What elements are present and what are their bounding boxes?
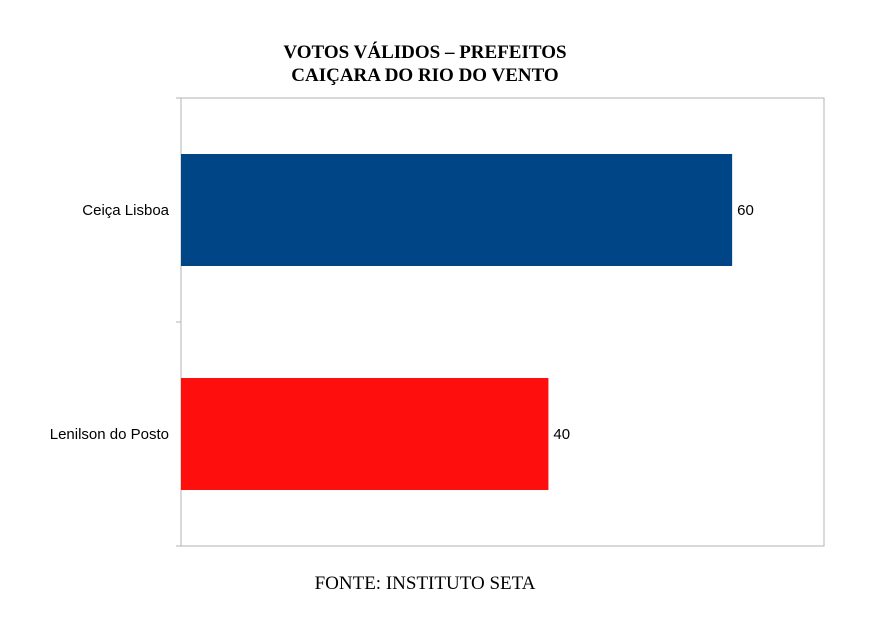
data-label: 60 — [737, 202, 754, 219]
source-note: FONTE: INSTITUTO SETA — [315, 573, 536, 594]
category-label: Ceiça Lisboa — [82, 202, 169, 219]
bar-1 — [181, 154, 733, 266]
category-labels: Ceiça Lisboa Lenilson do Posto — [50, 202, 170, 443]
category-label: Lenilson do Posto — [50, 426, 169, 443]
value-labels: 60 40 — [553, 202, 753, 443]
bars-group — [181, 154, 733, 490]
bar-2 — [181, 378, 549, 490]
chart-subtitle: CAIÇARA DO RIO DO VENTO — [291, 65, 558, 86]
chart-title: VOTOS VÁLIDOS – PREFEITOS — [283, 41, 566, 63]
y-axis — [176, 97, 182, 547]
data-label: 40 — [553, 426, 570, 443]
